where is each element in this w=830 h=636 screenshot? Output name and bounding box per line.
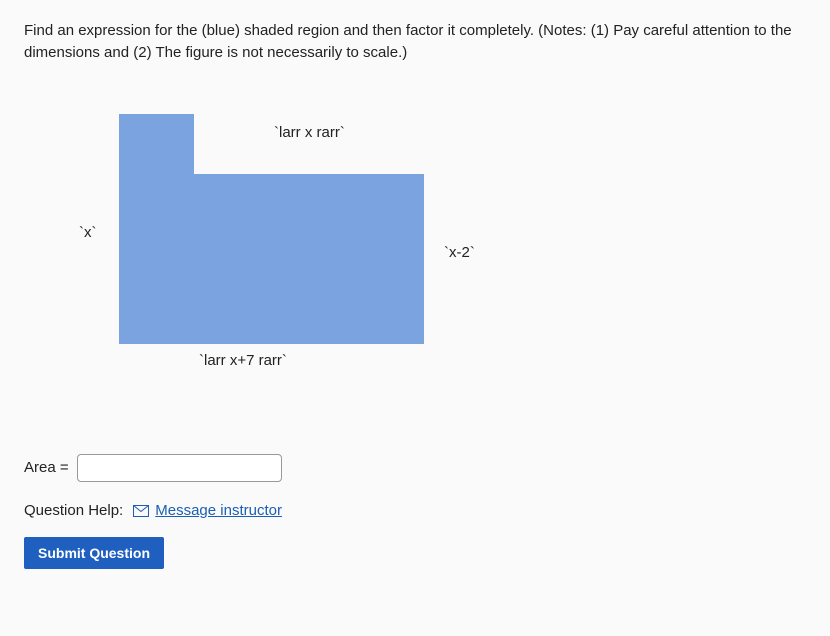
label-left: `x` (79, 224, 97, 241)
shape-lower-block (194, 174, 424, 344)
answer-row: Area = (24, 454, 806, 482)
figure: `larr x rarr` `x` `x-2` `larr x+7 rarr` (24, 104, 806, 394)
submit-question-button[interactable]: Submit Question (24, 537, 164, 569)
help-link-text: Message instructor (155, 502, 282, 519)
help-row: Question Help: Message instructor (24, 502, 806, 519)
label-right: `x-2` (444, 244, 475, 261)
area-input[interactable] (77, 454, 282, 482)
mail-icon (133, 504, 149, 516)
label-bottom: `larr x+7 rarr` (199, 352, 287, 369)
message-instructor-link[interactable]: Message instructor (133, 502, 282, 519)
answer-label: Area = (24, 459, 69, 476)
label-top: `larr x rarr` (274, 124, 345, 141)
question-text: Find an expression for the (blue) shaded… (24, 20, 806, 64)
shape-left-column (119, 114, 194, 344)
help-label: Question Help: (24, 502, 123, 519)
